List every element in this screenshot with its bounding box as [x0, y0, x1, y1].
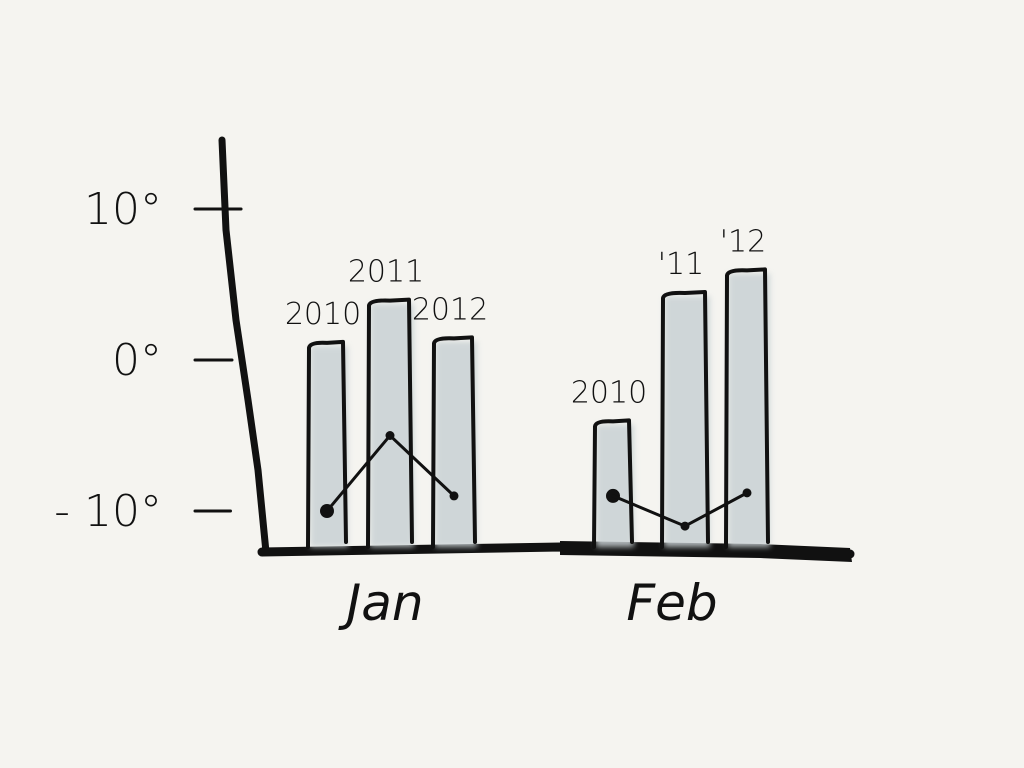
bar-label-0-0: 2010 — [285, 297, 361, 332]
bar-1-2 — [724, 267, 770, 549]
bar-fill-1-2 — [728, 273, 770, 547]
y-tick-label-2: - 10° — [54, 486, 162, 537]
category-label-1: Feb — [626, 574, 717, 632]
bar-1-1 — [660, 290, 710, 549]
bars — [306, 267, 770, 549]
bar-0-1 — [366, 297, 414, 549]
line-series-1 — [611, 491, 749, 528]
y-ticks: 10° 0° - 10° — [54, 184, 243, 537]
y-axis — [218, 136, 270, 556]
line-series — [320, 431, 752, 531]
bar-fill-0-2 — [435, 341, 477, 547]
bar-label-0-1: 2011 — [348, 255, 424, 290]
bar-1-0 — [592, 418, 634, 549]
bar-label-0-2: 2012 — [412, 292, 488, 327]
category-label-0: Jan — [337, 574, 423, 632]
y-tick-label-1: 0° — [112, 335, 162, 386]
bar-label-1-0: 2010 — [571, 375, 647, 410]
bar-label-1-1: '11 — [658, 247, 704, 282]
bar-0-0 — [306, 339, 348, 549]
line-series-0 — [325, 433, 456, 513]
y-tick-label-0: 10° — [84, 184, 162, 235]
bar-fill-1-1 — [664, 296, 710, 547]
bar-fill-0-1 — [370, 303, 414, 547]
bar-0-2 — [431, 335, 477, 549]
bar-label-1-2: '12 — [720, 224, 766, 259]
